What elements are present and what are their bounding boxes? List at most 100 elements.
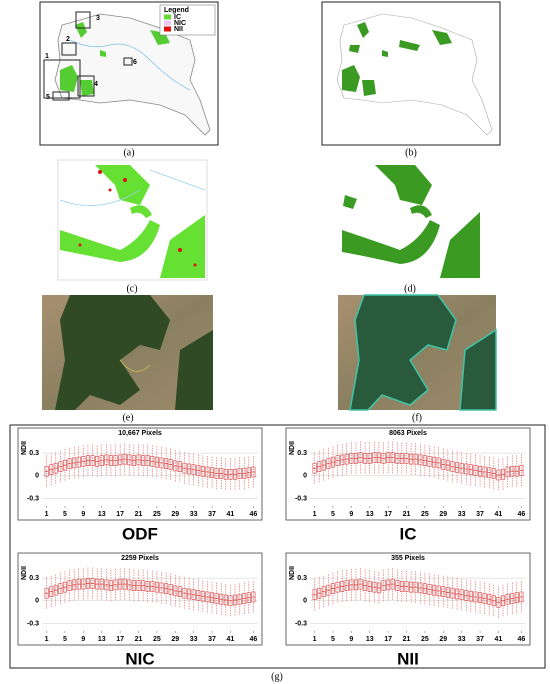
y-tick-label: 0 xyxy=(35,598,39,605)
x-tick-label: 9 xyxy=(81,511,85,518)
legend-label: NII xyxy=(174,26,183,33)
legend-label: NIC xyxy=(174,20,186,27)
ic-patches xyxy=(60,22,170,96)
box-label: 6 xyxy=(133,59,137,66)
x-tick-label: 1 xyxy=(313,636,317,643)
box-label: 1 xyxy=(45,53,49,60)
x-tick-label: 9 xyxy=(349,636,353,643)
x-tick-label: 21 xyxy=(135,636,143,643)
x-tick-label: 25 xyxy=(153,511,161,518)
zoom-box xyxy=(75,11,91,29)
legend-swatch xyxy=(164,20,171,26)
x-tick-label: 29 xyxy=(439,511,447,518)
x-tick-label: 29 xyxy=(171,511,179,518)
x-tick-label: 46 xyxy=(518,636,526,643)
x-tick-label: 21 xyxy=(403,636,411,643)
x-tick-label: 29 xyxy=(171,636,179,643)
x-tick-label: 5 xyxy=(63,511,67,518)
chart-title: 8063 Pixels xyxy=(389,430,427,437)
zoom-box xyxy=(61,42,77,56)
image-c xyxy=(57,159,208,281)
x-tick-label: 9 xyxy=(349,511,353,518)
x-tick-label: 25 xyxy=(153,636,161,643)
zoom-box xyxy=(52,91,70,101)
chart-frame xyxy=(285,427,531,521)
panel-label: (a) xyxy=(123,147,134,158)
x-tick-label: 37 xyxy=(208,636,216,643)
x-tick-label: 33 xyxy=(190,511,198,518)
x-tick-label: 37 xyxy=(476,636,484,643)
image-f xyxy=(338,294,497,411)
x-tick-label: 33 xyxy=(190,636,198,643)
y-axis-label: NDII xyxy=(21,566,28,580)
x-tick-label: 13 xyxy=(98,636,106,643)
x-tick-label: 1 xyxy=(45,636,49,643)
chart-label: IC xyxy=(400,524,417,543)
panel-label: (c) xyxy=(126,283,137,294)
legend-swatch xyxy=(164,26,171,32)
image-e xyxy=(42,295,213,410)
panel-label: (f) xyxy=(412,412,422,423)
y-tick-label: -0.3 xyxy=(295,495,307,502)
y-tick-label: -0.3 xyxy=(27,495,39,502)
image-d xyxy=(340,160,480,280)
x-tick-label: 29 xyxy=(439,636,447,643)
catchment xyxy=(54,13,211,136)
zoom-box xyxy=(43,59,81,99)
x-tick-label: 25 xyxy=(421,511,429,518)
x-tick-label: 17 xyxy=(116,636,124,643)
panel-label: (g) xyxy=(271,671,283,682)
chart-title: 2259 Pixels xyxy=(121,555,159,562)
x-tick-label: 41 xyxy=(227,636,235,643)
x-tick-label: 13 xyxy=(98,511,106,518)
panel-label: (d) xyxy=(404,283,416,294)
legend-swatch xyxy=(164,14,171,20)
x-tick-label: 41 xyxy=(227,511,235,518)
y-tick-label: 0.3 xyxy=(297,575,307,582)
chart-label: ODF xyxy=(122,524,158,543)
x-tick-label: 21 xyxy=(403,511,411,518)
x-tick-label: 46 xyxy=(250,636,258,643)
chart-frame xyxy=(285,552,531,646)
x-tick-label: 46 xyxy=(250,511,258,518)
y-axis-label: NDII xyxy=(289,566,296,580)
y-tick-label: 0.3 xyxy=(29,575,39,582)
box-label: 4 xyxy=(94,81,98,88)
box-label: 3 xyxy=(96,15,100,22)
x-tick-label: 1 xyxy=(313,511,317,518)
x-tick-label: 21 xyxy=(135,511,143,518)
y-tick-label: 0.3 xyxy=(297,450,307,457)
x-tick-label: 17 xyxy=(116,511,124,518)
y-axis-label: NDII xyxy=(21,441,28,455)
box-label: 5 xyxy=(46,94,50,101)
y-tick-label: 0 xyxy=(35,473,39,480)
x-tick-label: 33 xyxy=(458,636,466,643)
chart-title: 355 Pixels xyxy=(391,555,425,562)
x-tick-label: 5 xyxy=(331,511,335,518)
y-tick-label: -0.3 xyxy=(27,620,39,627)
x-tick-label: 37 xyxy=(476,511,484,518)
y-axis-label: NDII xyxy=(289,441,296,455)
legend-title: Legend xyxy=(164,7,189,14)
y-tick-label: 0 xyxy=(303,598,307,605)
x-tick-label: 41 xyxy=(495,511,503,518)
zoom-box xyxy=(123,57,133,66)
map-b xyxy=(321,1,501,146)
panel-label: (b) xyxy=(405,147,417,158)
x-tick-label: 13 xyxy=(366,636,374,643)
panel-frame xyxy=(9,424,546,669)
x-tick-label: 1 xyxy=(45,511,49,518)
x-tick-label: 13 xyxy=(366,511,374,518)
x-tick-label: 17 xyxy=(384,636,392,643)
chart-title: 10,667 Pixels xyxy=(118,430,162,437)
zoom-box xyxy=(77,75,95,97)
legend-label: IC xyxy=(174,14,181,21)
x-tick-label: 9 xyxy=(81,636,85,643)
x-tick-label: 41 xyxy=(495,636,503,643)
river xyxy=(69,39,191,91)
x-tick-label: 17 xyxy=(384,511,392,518)
